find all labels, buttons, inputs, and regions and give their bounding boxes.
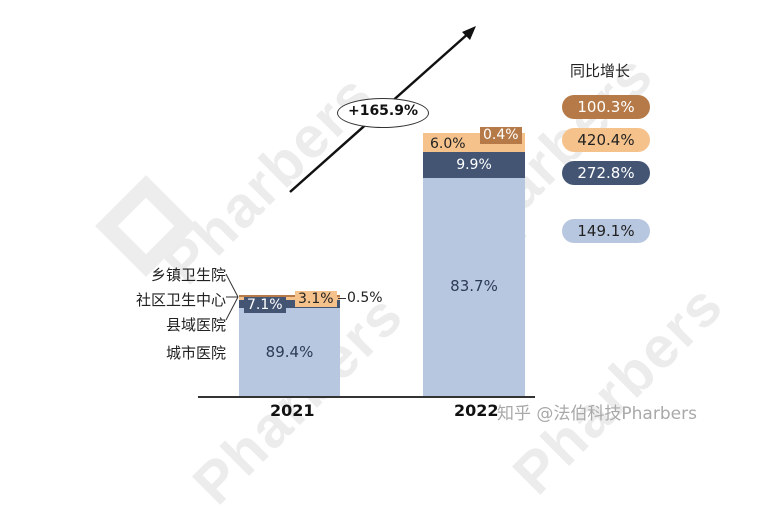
yoy-pill-county: 272.8% xyxy=(562,161,650,185)
credit-text: 知乎 @法伯科技Pharbers xyxy=(497,404,697,424)
bar-2022-county xyxy=(423,152,525,178)
label-2021-community: 3.1% xyxy=(295,291,337,307)
category-township: 乡镇卫生院 xyxy=(150,266,226,284)
x-tick-2021: 2021 xyxy=(270,401,315,420)
label-2021-city: 89.4% xyxy=(265,343,314,361)
bar-2022-city xyxy=(423,178,525,396)
label-2022-city: 83.7% xyxy=(450,277,498,295)
label-2022-township: 0.4% xyxy=(480,127,522,144)
growth-ellipse xyxy=(337,98,429,128)
bar-2021-city xyxy=(239,308,340,396)
yoy-pill-township: 100.3% xyxy=(562,95,650,119)
category-city: 城市医院 xyxy=(165,344,226,362)
label-2022-county: 9.9% xyxy=(456,157,492,173)
category-county: 县域医院 xyxy=(165,316,226,334)
leader-line-township xyxy=(338,298,346,299)
x-tick-2022: 2022 xyxy=(454,401,499,420)
x-axis-line xyxy=(198,396,535,398)
category-labels: 乡镇卫生院 社区卫生中心 县域医院 城市医院 xyxy=(100,262,226,372)
label-2021-township: 0.5% xyxy=(347,290,383,306)
yoy-pill-community: 420.4% xyxy=(562,128,650,152)
label-2022-community: 6.0% xyxy=(430,136,466,152)
category-connector-lines xyxy=(225,273,239,321)
bar-2021-community xyxy=(239,297,340,300)
yoy-pill-city: 149.1% xyxy=(562,219,650,243)
yoy-header: 同比增长 xyxy=(570,62,631,80)
bar-2021-county xyxy=(239,300,340,308)
bar-2022 xyxy=(423,133,525,396)
label-2021-county: 7.1% xyxy=(244,297,286,313)
watermark-text: Pharbers xyxy=(500,271,736,507)
bar-2021-township xyxy=(239,295,340,297)
category-community: 社区卫生中心 xyxy=(135,291,226,309)
growth-label: +165.9% xyxy=(347,103,419,119)
bar-2021 xyxy=(239,295,340,396)
